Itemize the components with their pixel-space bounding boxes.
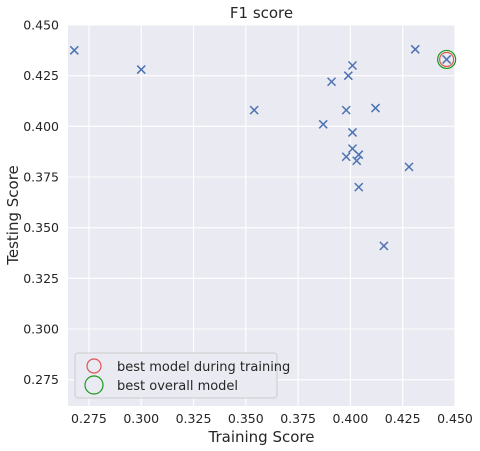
x-tick-label: 0.450 [437,411,473,426]
legend-label-best-training: best model during training [117,360,290,375]
x-tick-labels: 0.275 0.300 0.325 0.350 0.375 0.400 0.425 0.450 [71,411,473,426]
data-point-x-marker [249,105,259,115]
data-point-x-marker [341,105,351,115]
data-point-x-marker [69,45,79,55]
y-tick-label: 0.400 [23,119,59,134]
y-tick-label: 0.450 [23,18,59,33]
x-axis-label: Training Score [208,428,315,446]
grid-lines [68,24,456,406]
plot-area [68,25,455,406]
x-tick-label: 0.300 [123,411,159,426]
data-point-x-marker [327,77,337,87]
y-tick-label: 0.350 [23,220,59,235]
y-tick-label: 0.275 [23,372,59,387]
y-tick-label: 0.425 [23,68,59,83]
legend-box [74,352,278,399]
data-point-x-marker [347,127,358,137]
legend-marker-best-overall [84,375,104,395]
data-point-x-marker [318,119,328,129]
data-point-x-marker [136,65,146,75]
legend-marker-best-training [86,358,102,374]
x-tick-label: 0.425 [385,411,421,426]
x-tick-label: 0.325 [176,411,212,426]
x-tick-label: 0.275 [71,411,107,426]
data-point-x-marker [354,150,364,160]
x-tick-label: 0.375 [280,411,316,426]
chart-title: F1 score [230,4,293,22]
data-point-x-marker [341,152,351,162]
data-point-x-marker [370,103,381,113]
best-training-marker [439,51,455,68]
data-points [69,44,457,251]
data-point-x-marker [354,182,364,192]
data-point-x-marker [352,156,362,166]
y-tick-label: 0.375 [23,169,59,184]
legend-label-best-overall: best overall model [117,379,238,394]
data-point-x-marker [410,44,420,54]
y-tick-labels: 0.275 0.300 0.325 0.350 0.375 0.400 0.425 0.450 [23,18,59,388]
data-point-x-marker [379,241,389,251]
x-tick-label: 0.400 [333,411,369,426]
y-axis-label: Testing Score [4,165,22,266]
y-tick-label: 0.325 [23,271,59,286]
data-point-x-marker [442,54,452,64]
data-point-x-marker [347,61,358,71]
y-tick-label: 0.300 [23,321,59,336]
x-tick-label: 0.350 [228,411,264,426]
best-overall-marker [437,49,457,70]
data-point-x-marker [404,162,414,172]
legend: best model during training best overall … [74,352,290,399]
data-point-x-marker [343,71,353,81]
